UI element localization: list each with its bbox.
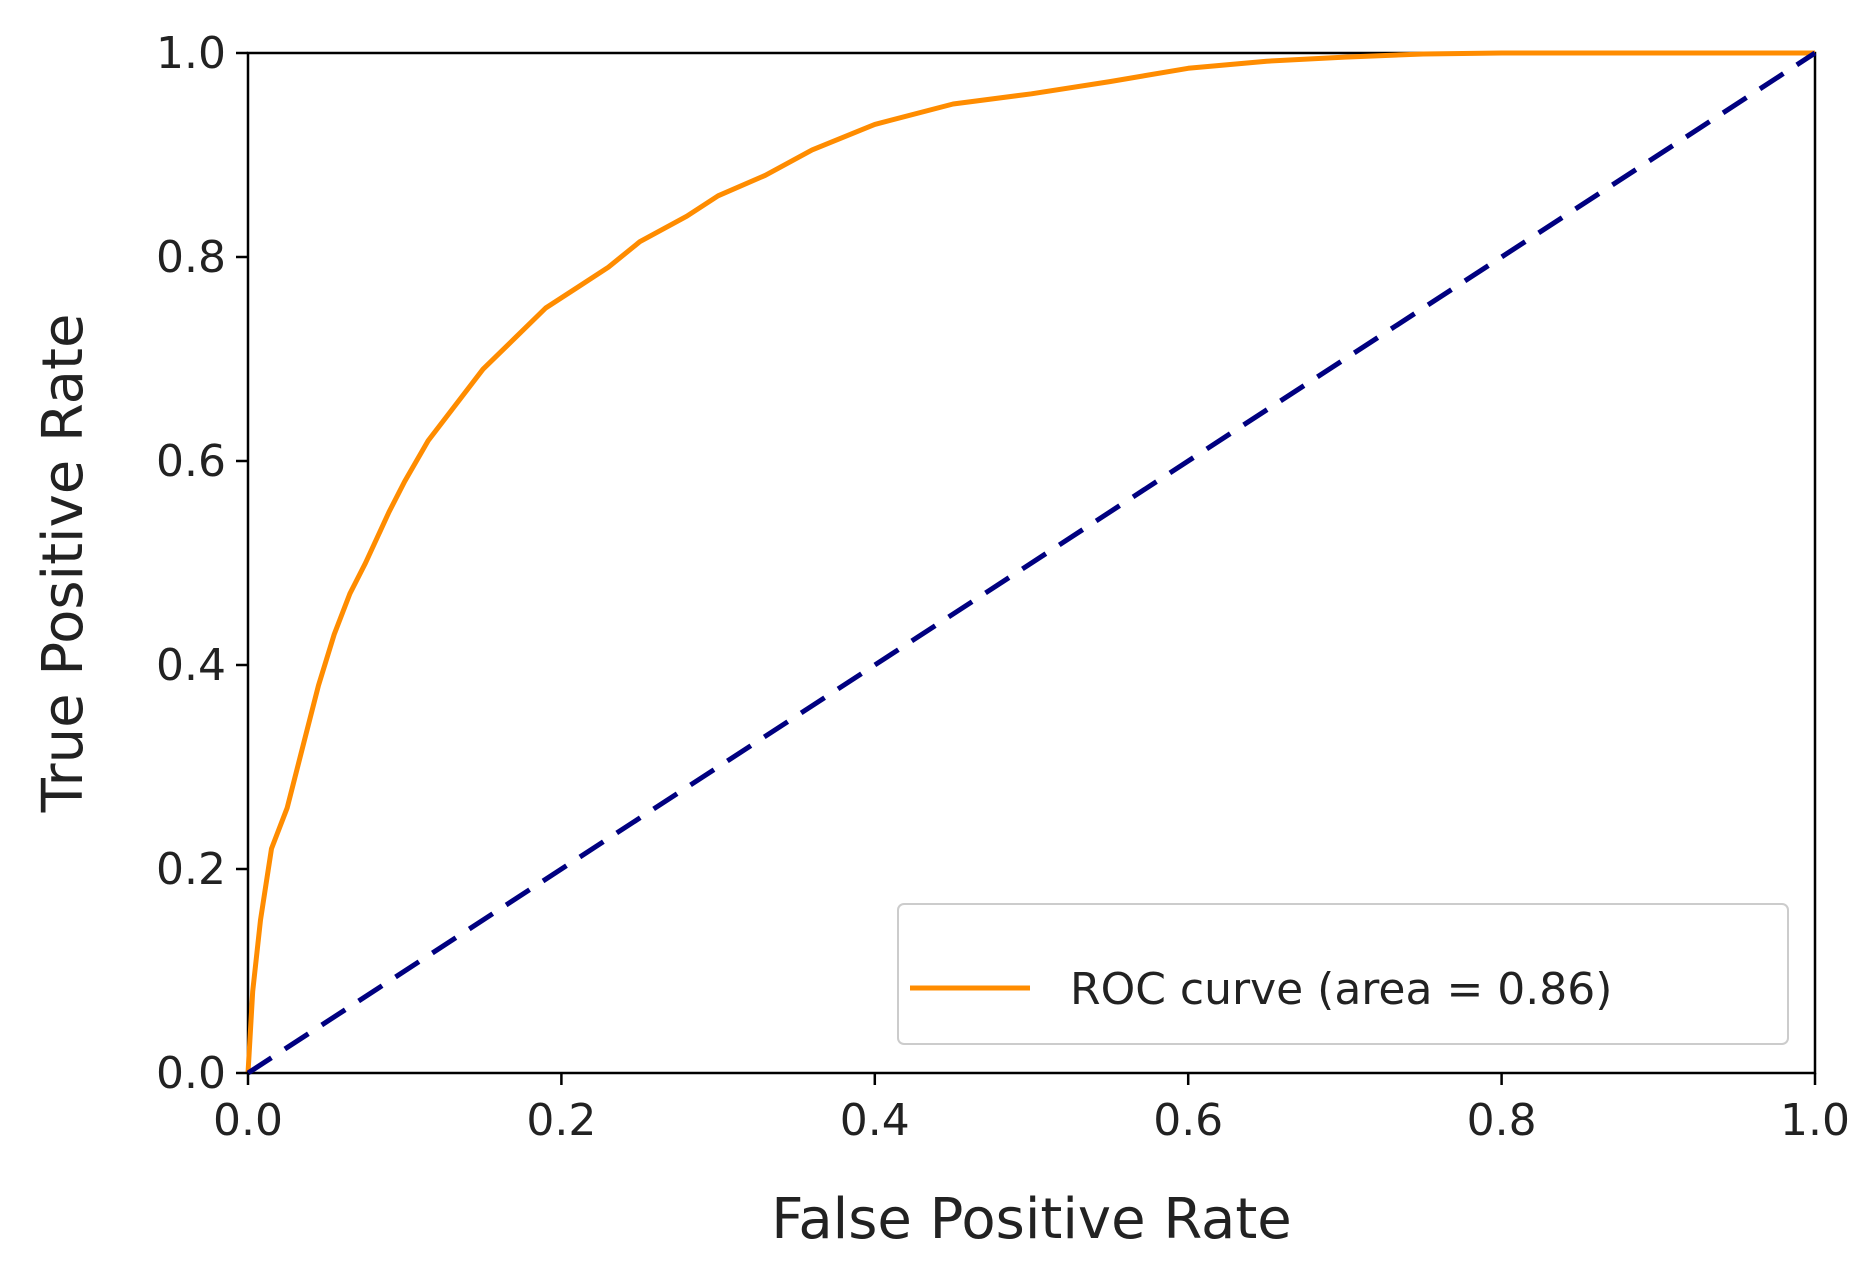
plot-area [245, 50, 1817, 1076]
chance-diagonal-line [246, 50, 1817, 1076]
x-tick-label: 0.8 [1467, 1095, 1537, 1146]
roc-curve-line [245, 50, 1815, 1074]
series-lines [245, 50, 1817, 1076]
y-tick-label: 0.4 [156, 640, 226, 691]
y-tick-label: 0.6 [156, 436, 226, 487]
y-axis-title: True Positive Rate [31, 314, 96, 814]
y-tick-label: 0.2 [156, 844, 226, 895]
x-tick-label: 0.4 [840, 1095, 910, 1146]
plot-frame [246, 51, 1817, 1075]
y-tick-label: 0.8 [156, 232, 226, 283]
legend-box [897, 903, 1789, 1045]
legend: ROC curve (area = 0.86) [897, 903, 1789, 1045]
x-tick-label: 0.6 [1153, 1095, 1223, 1146]
x-tick-label: 1.0 [1780, 1095, 1850, 1146]
legend-label-roc: ROC curve (area = 0.86) [1070, 964, 1612, 1015]
x-tick-label: 0.2 [526, 1095, 596, 1146]
y-axis: 0.0 0.2 0.4 0.6 0.8 1.0 [156, 28, 248, 1099]
x-axis: 0.0 0.2 0.4 0.6 0.8 1.0 [213, 1073, 1850, 1146]
x-tick-label: 0.0 [213, 1095, 283, 1146]
y-tick-label: 1.0 [156, 28, 226, 79]
y-tick-label: 0.0 [156, 1048, 226, 1099]
x-axis-title: False Positive Rate [771, 1187, 1291, 1252]
